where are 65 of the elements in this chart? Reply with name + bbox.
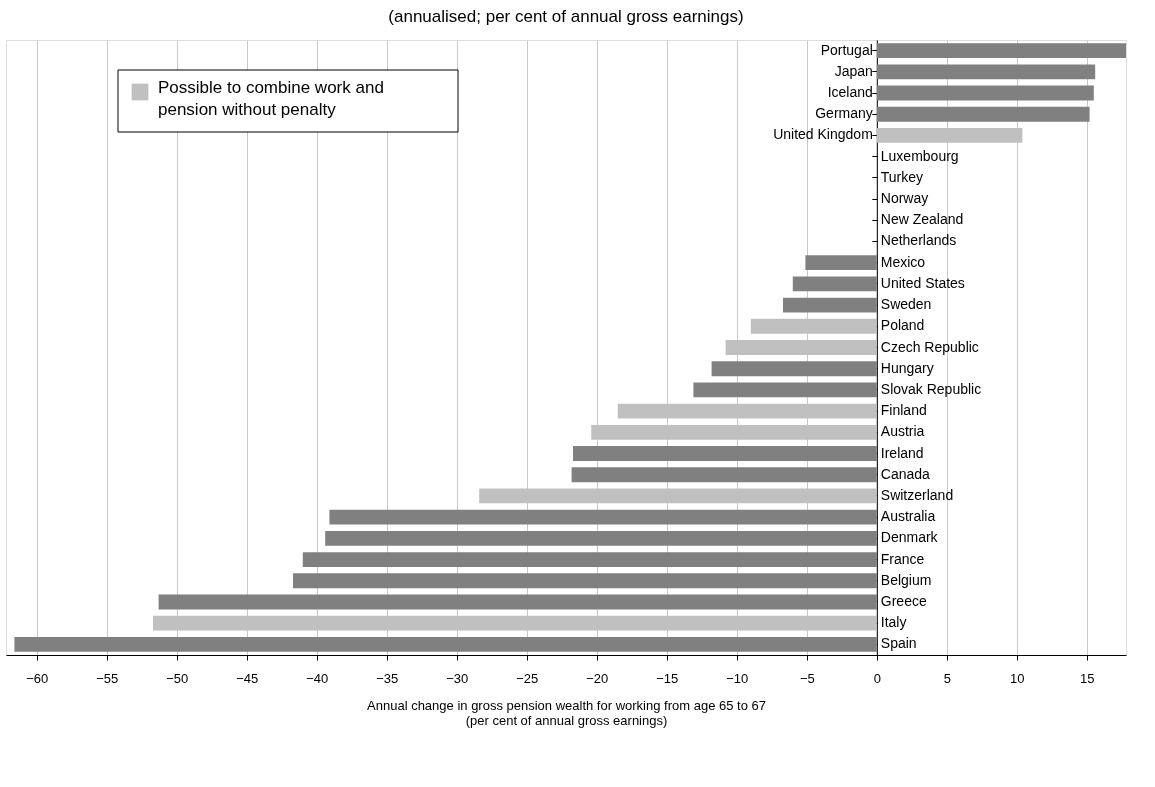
bar xyxy=(14,636,877,652)
y-tick-label: Denmark xyxy=(880,529,939,546)
y-tick-label: Slovak Republic xyxy=(880,380,982,397)
y-tick-label: Austria xyxy=(880,423,925,440)
x-tick-label: −5 xyxy=(799,670,815,686)
bar xyxy=(571,467,877,483)
chart-title: (annualised; per cent of annual gross earnings) xyxy=(388,7,744,26)
y-tick-label: United Kingdom xyxy=(773,126,873,143)
x-tick-label: −50 xyxy=(166,670,189,686)
y-tick-label: Netherlands xyxy=(880,232,957,249)
bar xyxy=(325,530,877,546)
bar xyxy=(158,594,877,610)
legend-label: Possible to combine work and pension without penalty xyxy=(158,78,384,119)
y-tick-label: Canada xyxy=(880,465,931,482)
bar xyxy=(329,509,877,525)
y-tick-label: Mexico xyxy=(880,253,926,270)
y-tick-label: France xyxy=(880,550,925,567)
x-tick-label: 15 xyxy=(1080,670,1095,686)
y-tick-label: Ireland xyxy=(880,444,924,461)
x-tick-label: −30 xyxy=(446,670,469,686)
bar xyxy=(876,106,1090,122)
y-tick-label: Iceland xyxy=(827,84,873,101)
y-tick-label: Italy xyxy=(880,614,907,631)
x-tick-label: 5 xyxy=(943,670,951,686)
y-tick-label: Poland xyxy=(880,317,925,334)
y-tick-label: Czech Republic xyxy=(880,338,979,355)
y-tick-label: Portugal xyxy=(820,41,873,58)
y-tick-label: Sweden xyxy=(880,296,932,313)
bar xyxy=(876,64,1096,80)
bar xyxy=(876,85,1094,101)
x-tick-label: −25 xyxy=(516,670,539,686)
x-tick-label: −35 xyxy=(376,670,399,686)
x-tick-label: −55 xyxy=(96,670,119,686)
bar xyxy=(783,297,877,313)
bar xyxy=(693,382,877,398)
y-tick-label: New Zealand xyxy=(880,211,964,228)
x-axis-title: Annual change in gross pension wealth for working from age 65 to 67 (per cent of annual gross earnings) xyxy=(367,697,766,728)
x-tick-label: −60 xyxy=(26,670,49,686)
y-tick-label: Germany xyxy=(815,105,873,122)
x-tick-label: −40 xyxy=(306,670,329,686)
y-tick-label: Greece xyxy=(880,592,927,609)
y-tick-label: Spain xyxy=(880,635,917,652)
y-tick-label: Finland xyxy=(880,402,927,419)
x-tick-label: −20 xyxy=(586,670,609,686)
y-tick-label: Luxembourg xyxy=(880,147,959,164)
y-tick-label: Australia xyxy=(880,508,936,525)
bar xyxy=(805,255,877,271)
x-tick-label: −15 xyxy=(656,670,679,686)
x-tick-label: 10 xyxy=(1010,670,1025,686)
x-tick-label: −45 xyxy=(236,670,259,686)
y-tick-label: United States xyxy=(880,274,965,291)
y-tick-label: Switzerland xyxy=(880,486,954,503)
y-tick-label: Japan xyxy=(834,62,873,79)
bar xyxy=(792,276,877,292)
x-tick-label: 0 xyxy=(873,670,881,686)
y-tick-label: Hungary xyxy=(880,359,934,376)
bar xyxy=(302,552,877,567)
y-tick-label: Belgium xyxy=(880,571,932,588)
x-tick-label: −10 xyxy=(726,670,749,686)
y-tick-label: Turkey xyxy=(880,168,924,185)
bar xyxy=(711,361,877,377)
bar xyxy=(573,446,877,461)
y-tick-label: Norway xyxy=(880,190,929,207)
bar xyxy=(876,43,1126,59)
bar xyxy=(293,573,877,589)
